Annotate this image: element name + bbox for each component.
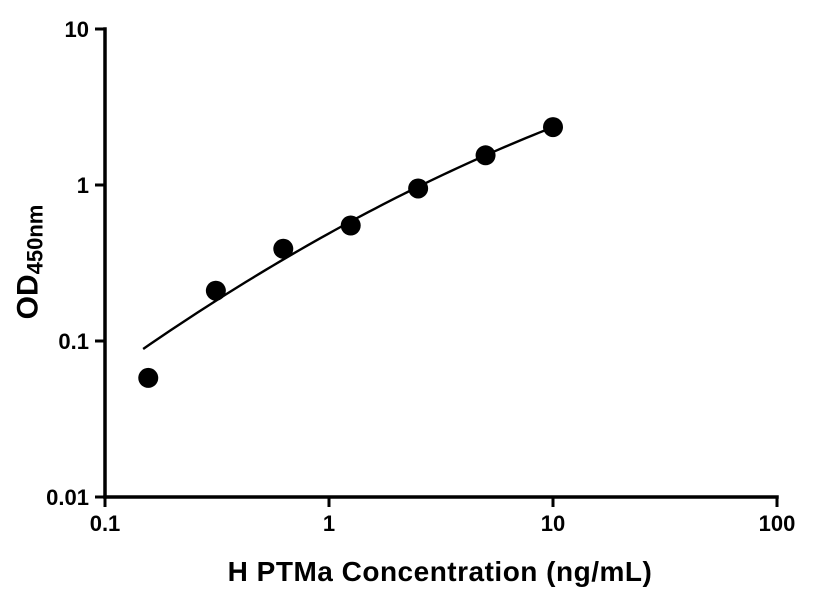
data-point — [475, 145, 496, 166]
x-tick-label: 1 — [323, 511, 335, 536]
data-point — [543, 117, 563, 138]
x-tick-label: 100 — [759, 511, 796, 536]
data-point — [340, 215, 361, 236]
data-point — [138, 367, 159, 388]
y-axis-title-main: OD — [11, 274, 45, 320]
y-axis-title: OD450nm — [12, 205, 49, 320]
y-tick-label: 0.01 — [46, 485, 89, 510]
data-point — [205, 280, 226, 301]
y-tick-label: 0.1 — [58, 329, 89, 354]
data-point — [408, 178, 429, 199]
x-tick-label: 10 — [541, 511, 565, 536]
y-tick-label: 1 — [77, 173, 89, 198]
y-axis-title-subscript: 450nm — [22, 204, 48, 275]
x-tick-label: 0.1 — [90, 511, 121, 536]
y-tick-label: 10 — [65, 17, 89, 42]
x-axis-title: H PTMa Concentration (ng/mL) — [227, 556, 653, 587]
data-point — [273, 238, 294, 259]
